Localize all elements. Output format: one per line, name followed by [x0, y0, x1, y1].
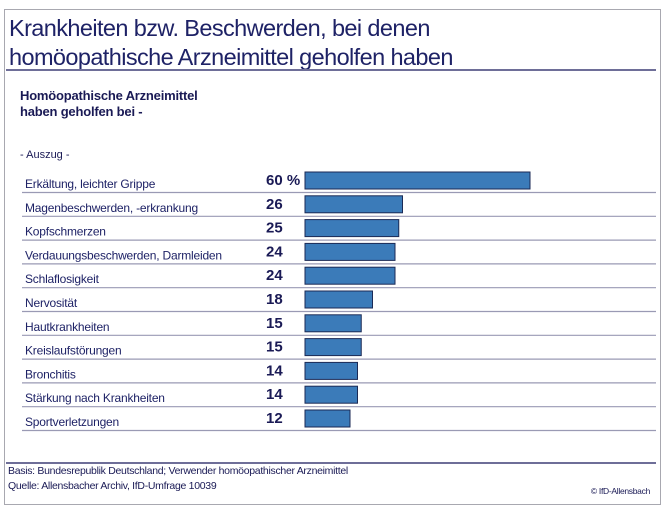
value-label: 14	[266, 362, 283, 379]
bar	[304, 338, 362, 357]
category-label: Nervosität	[25, 296, 78, 310]
category-label: Magenbeschwerden, -erkrankung	[25, 201, 198, 215]
category-label: Verdauungsbeschwerden, Darmleiden	[25, 248, 222, 262]
category-label: Schlaflosigkeit	[25, 272, 100, 286]
bar	[304, 361, 358, 380]
value-label: 60 %	[266, 172, 300, 189]
chart-title: Krankheiten bzw. Beschwerden, bei denen …	[9, 14, 453, 72]
category-label: Kreislaufstörungen	[25, 344, 121, 358]
bar	[304, 385, 358, 404]
bar	[304, 195, 403, 214]
value-label: 26	[266, 196, 283, 213]
subtitle-line-1: Homöopathische Arzneimittel	[20, 88, 198, 103]
footer-basis: Basis: Bundesrepublik Deutschland; Verwe…	[8, 465, 348, 477]
bar	[304, 409, 351, 428]
value-label: 12	[266, 410, 283, 427]
value-label: 24	[266, 267, 283, 284]
bar	[304, 314, 362, 333]
category-label: Hautkrankheiten	[25, 320, 109, 334]
footer-source: Quelle: Allensbacher Archiv, IfD-Umfrage…	[8, 480, 217, 492]
excerpt-note: - Auszug -	[20, 149, 70, 161]
category-label: Erkältung, leichter Grippe	[25, 177, 156, 191]
title-line-2: homöopathische Arzneimittel geholfen hab…	[9, 44, 453, 70]
title-divider	[6, 69, 656, 71]
subtitle-line-2: haben geholfen bei -	[20, 104, 143, 119]
value-label: 25	[266, 220, 283, 237]
value-label: 18	[266, 291, 283, 308]
copyright: © IfD-Allensbach	[590, 486, 650, 496]
bar	[304, 219, 400, 238]
chart-subtitle: Homöopathische Arzneimittel haben geholf…	[20, 88, 198, 120]
footer-divider	[6, 462, 656, 464]
category-label: Kopfschmerzen	[25, 225, 106, 239]
value-label: 15	[266, 339, 283, 356]
title-line-1: Krankheiten bzw. Beschwerden, bei denen	[9, 15, 430, 41]
value-label: 14	[266, 386, 283, 403]
category-label: Sportverletzungen	[25, 415, 119, 429]
category-label: Stärkung nach Krankheiten	[25, 391, 165, 405]
bar	[304, 290, 373, 309]
value-label: 24	[266, 243, 283, 260]
bar	[304, 266, 396, 285]
category-label: Bronchitis	[25, 367, 76, 381]
bar	[304, 171, 531, 190]
bar	[304, 242, 396, 261]
value-label: 15	[266, 315, 283, 332]
chart-frame	[4, 9, 661, 505]
